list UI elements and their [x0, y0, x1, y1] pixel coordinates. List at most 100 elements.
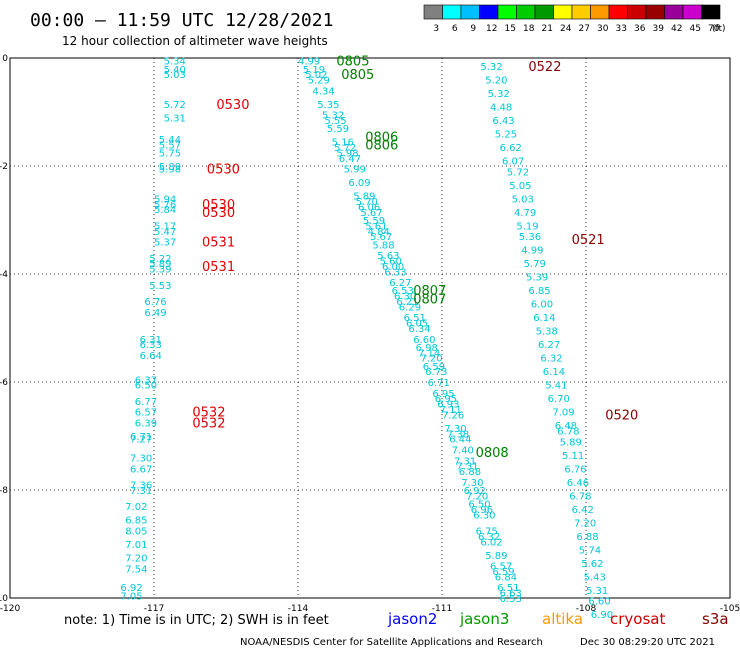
pass-time-labels: 0530053005300530053105310532053208050805…: [192, 55, 638, 462]
legend-label: 15: [505, 24, 516, 34]
wave-height-value: 6.95: [432, 389, 454, 400]
legend-label: 27: [579, 24, 590, 34]
legend-swatch: [516, 4, 536, 20]
wave-height-value: 6.49: [144, 308, 166, 319]
wave-height-value: 6.05: [406, 319, 428, 330]
wave-height-value: 5.67: [370, 232, 392, 243]
wave-height-value: 6.50: [135, 381, 157, 392]
wave-height-value: 7.38: [447, 429, 469, 440]
wave-height-value: 5.99: [344, 165, 366, 176]
wave-height-value: 5.88: [372, 240, 394, 251]
mission-name: altika: [542, 610, 583, 628]
wave-height-value: 6.33: [140, 340, 162, 351]
legend-swatch: [701, 4, 721, 20]
footer-note: note: 1) Time is in UTC; 2) SWH is in fe…: [64, 613, 329, 628]
wave-height-value: 6.14: [543, 367, 565, 378]
pass-time-label: 0531: [202, 236, 235, 251]
wave-height-value: 6.88: [459, 467, 481, 478]
wave-height-value: 6.27: [389, 278, 411, 289]
wave-height-value: 6.53: [500, 594, 522, 605]
wave-height-value: 5.53: [149, 281, 171, 292]
wave-height-value: 5.61: [365, 221, 387, 232]
wave-height-value: 5.94: [154, 194, 176, 205]
wave-height-value: 5.36: [519, 232, 541, 243]
mission-name: jason3: [459, 610, 509, 628]
x-tick-label: -108: [576, 604, 597, 614]
wave-height-value: 6.33: [384, 267, 406, 278]
wave-height-value: 5.37: [154, 238, 176, 249]
y-tick-label: 0: [2, 54, 8, 64]
legend-label: 24: [560, 24, 572, 34]
wave-height-value: 5.55: [324, 116, 346, 127]
wave-height-value: 6.92: [120, 583, 142, 594]
wave-height-value: 6.21: [396, 297, 418, 308]
wave-height-value: 7.27: [130, 435, 152, 446]
legend-label: 45: [690, 24, 701, 34]
wave-height-value: 5.59: [327, 124, 349, 135]
grid: [10, 58, 730, 598]
wave-height-value: 5.41: [545, 381, 567, 392]
wave-height-value: 7.30: [130, 454, 152, 465]
mission-name: s3a: [702, 610, 729, 628]
wave-height-value: 5.02: [305, 70, 327, 81]
wave-height-value: 5.89: [353, 192, 375, 203]
legend-label: 42: [671, 24, 682, 34]
legend-swatch: [682, 4, 702, 20]
wave-height-value: 6.57: [490, 562, 512, 573]
legend-label: 12: [486, 24, 497, 34]
wave-height-value: 6.51: [497, 583, 519, 594]
wave-height-value: 6.47: [339, 154, 361, 165]
pass-time-label: 0520: [605, 408, 638, 423]
pass-time-label: 0807: [413, 284, 446, 299]
wave-height-value: 6.46: [567, 478, 589, 489]
x-tick-label: -114: [288, 604, 309, 614]
color-scale-legend: 3 6 9 12 15 18 21 24 27 30 33 36 39 42 45 70: [423, 4, 721, 34]
wave-height-value: 6.75: [476, 527, 498, 538]
mission-name: jason2: [387, 610, 437, 628]
wave-height-value: 5.19: [516, 221, 538, 232]
wave-height-value: 6.78: [557, 427, 579, 438]
pass-time-label: 0806: [365, 138, 398, 153]
legend-swatch: [664, 4, 684, 20]
pass-time-label: 0807: [413, 292, 446, 307]
wave-height-value: 7.30: [444, 424, 466, 435]
legend-swatch: [479, 4, 499, 20]
wave-height-value: 5.67: [360, 208, 382, 219]
wave-height-value: 5.17: [154, 221, 176, 232]
wave-height-value: 5.20: [485, 76, 507, 87]
wave-height-value: 6.37: [135, 375, 157, 386]
wave-height-value: 6.71: [428, 378, 450, 389]
wave-height-value: 5.39: [149, 265, 171, 276]
legend-swatch: [497, 4, 517, 20]
wave-height-value: 5.03: [512, 194, 534, 205]
legend-label: 9: [470, 24, 476, 34]
wave-height-value: 6.14: [533, 313, 555, 324]
y-tick-label: -8: [0, 486, 8, 496]
wave-height-value: 5.75: [159, 149, 181, 160]
pass-time-label: 0522: [528, 60, 561, 75]
wave-height-value: 5.31: [586, 586, 608, 597]
legend-swatch: [627, 4, 647, 20]
wave-height-value: 6.48: [555, 421, 577, 432]
wave-height-value: 6.44: [449, 435, 471, 446]
chart-title: 00:00 – 11:59 UTC 12/28/2021: [30, 10, 333, 31]
wave-height-value: 6.53: [392, 286, 414, 297]
wave-height-value: 7.26: [442, 410, 464, 421]
mission-legend: jason2 jason3 altika cryosat s3a: [387, 610, 729, 628]
wave-height-value: 6.50: [468, 500, 490, 511]
wave-height-value: 5.63: [377, 251, 399, 262]
wave-height-value: 4.79: [514, 208, 536, 219]
legend-label: 39: [653, 24, 665, 34]
legend-label: 30: [597, 24, 609, 34]
pass-time-label: 0532: [192, 417, 225, 432]
wave-height-value: 6.34: [408, 324, 430, 335]
wave-height-value: 5.57: [159, 140, 181, 151]
mission-name: cryosat: [610, 610, 665, 628]
wave-height-value: 5.98: [159, 165, 181, 176]
x-tick-label: -120: [0, 604, 20, 614]
legend-label: 70: [708, 24, 720, 34]
wave-height-value: 6.95: [435, 394, 457, 405]
pass-time-label: 0530: [202, 198, 235, 213]
wave-height-value: 7.30: [461, 478, 483, 489]
axis-ticks: -120 -117 -114 -111 -108 -105 0 -2 -4 -6 -8 -10: [0, 54, 740, 614]
